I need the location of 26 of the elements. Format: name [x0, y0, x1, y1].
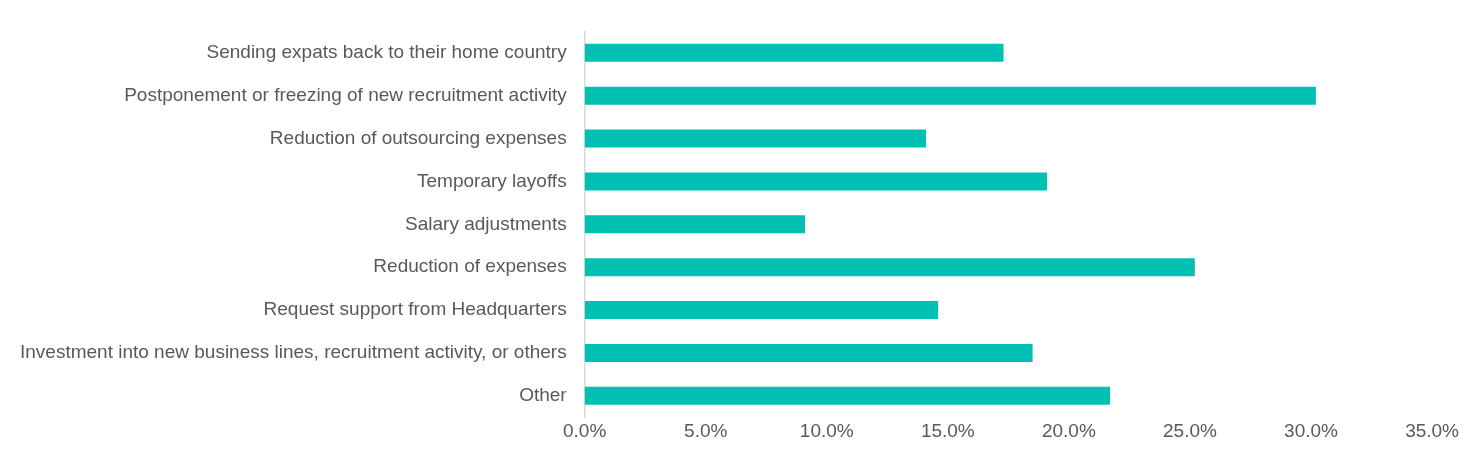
y-tick-label: Investment into new business lines, recruitment activity, or others [19, 341, 567, 363]
bar [584, 129, 927, 148]
x-tick-label: 5.0% [684, 419, 728, 441]
y-tick-label: Request support from Headquarters [263, 298, 567, 320]
bar [584, 43, 1004, 62]
x-tick-label: 30.0% [1284, 419, 1339, 441]
x-tick-label: 25.0% [1163, 419, 1217, 441]
x-tick-label: 15.0% [920, 419, 975, 441]
bar [584, 386, 1111, 405]
bar [584, 343, 1033, 362]
x-tick-label: 35.0% [1405, 419, 1460, 441]
x-tick-label: 20.0% [1041, 419, 1096, 441]
x-tick-label: 10.0% [799, 419, 854, 441]
bar [584, 215, 805, 234]
bar [584, 301, 939, 320]
y-tick-label: Postponement or freezing of new recruitment activity [124, 83, 568, 105]
y-tick-label: Other [519, 384, 568, 405]
bar [584, 86, 1316, 105]
y-tick-label: Reduction of expenses [373, 255, 567, 277]
bar [584, 258, 1195, 277]
bar [584, 172, 1048, 191]
y-tick-label: Temporary layoffs [417, 169, 567, 191]
y-tick-label: Sending expats back to their home country [206, 41, 568, 63]
y-tick-label: Salary adjustments [405, 212, 567, 234]
y-tick-label: Reduction of outsourcing expenses [269, 126, 567, 148]
x-tick-label: 0.0% [563, 419, 607, 441]
